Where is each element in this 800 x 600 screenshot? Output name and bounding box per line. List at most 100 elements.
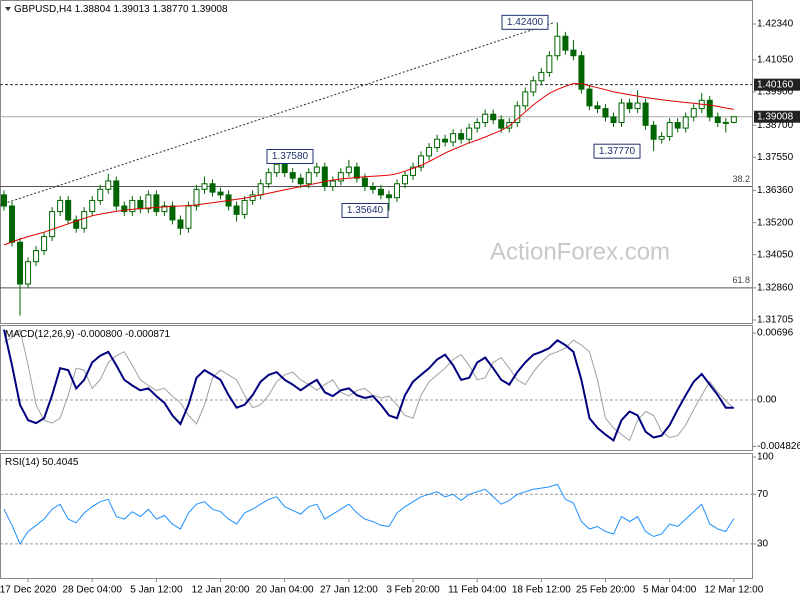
candle-body: [121, 205, 128, 213]
candle-body: [730, 116, 737, 123]
annotation-label: 1.37580: [272, 151, 309, 162]
candle-body: [297, 177, 304, 185]
candle-body: [313, 166, 320, 174]
candle-body: [618, 102, 625, 124]
panel-frame: [0, 453, 753, 579]
candle-body: [682, 116, 689, 129]
panel-header: MACD(12,26,9) -0.000800 -0.000871: [5, 329, 171, 340]
x-tick-label: 5 Jan 12:00: [130, 585, 183, 596]
header-value: 1.38804: [75, 4, 112, 15]
header-value: 1.39013: [114, 4, 151, 15]
candle-body: [385, 194, 392, 199]
candle-body: [434, 138, 441, 149]
candle-body: [666, 122, 673, 137]
candle-body: [658, 135, 665, 140]
indicator-line: [3, 328, 735, 442]
candle-body: [17, 241, 24, 285]
candle-body: [602, 108, 609, 118]
candle-body: [233, 205, 240, 215]
y-tick-label: 1.41050: [757, 55, 794, 66]
candle-body: [466, 127, 473, 140]
candle-body: [722, 121, 729, 124]
price-box: [754, 110, 800, 123]
trendline: [0, 21, 556, 206]
fib-label: 38.2: [732, 174, 750, 184]
candle-body: [393, 183, 400, 199]
annotation-label: 1.37770: [599, 146, 636, 157]
candle-body: [530, 80, 537, 93]
candle-body: [458, 133, 465, 140]
candle-body: [137, 199, 144, 210]
y-tick-label: 1.36360: [757, 185, 794, 196]
candle-body: [281, 163, 288, 174]
candle-body: [369, 186, 376, 190]
candle-body: [145, 194, 152, 210]
x-tick-label: 12 Mar 12:00: [704, 585, 763, 596]
candle-body: [257, 183, 264, 196]
candle-body: [25, 261, 32, 285]
candle-body: [361, 177, 368, 188]
moving-average: [3, 83, 734, 246]
candle-body: [426, 147, 433, 157]
panel-frame: [0, 0, 753, 324]
x-tick-label: 3 Feb 20:00: [386, 585, 440, 596]
candle-body: [81, 211, 88, 229]
x-tick-label: 28 Dec 04:00: [62, 585, 122, 596]
candle-body: [105, 180, 112, 190]
x-tick-label: 18 Feb 12:00: [512, 585, 571, 596]
candle-body: [482, 113, 489, 124]
y-tick-label: 1.39900: [757, 87, 794, 98]
y-tick-label: 1.31705: [757, 315, 794, 326]
candle-body: [65, 199, 72, 221]
candle-body: [113, 180, 120, 207]
panel-header: GBPUSD,H4 1.38804 1.39013 1.38770 1.3900…: [14, 4, 228, 15]
candle-body: [9, 205, 16, 243]
candle-body: [498, 119, 505, 129]
candle-body: [706, 99, 713, 118]
candle-body: [562, 35, 569, 51]
candle-body: [305, 172, 312, 185]
fib-label: 61.8: [732, 275, 750, 285]
x-tick-label: 17 Dec 2020: [0, 585, 57, 596]
candle-body: [161, 205, 168, 213]
indicator-line: [3, 483, 735, 545]
candle-body: [514, 105, 521, 124]
candle-body: [474, 122, 481, 129]
y-tick-label: -0.004826: [757, 441, 800, 452]
y-tick-label: 0.00: [757, 395, 777, 406]
candle-body: [209, 183, 216, 193]
candle-body: [169, 205, 176, 221]
candle-body: [57, 199, 64, 213]
y-tick-label: 70: [757, 489, 769, 500]
indicator-line: [3, 329, 734, 442]
candle-body: [41, 236, 48, 252]
candle-body: [201, 183, 208, 190]
candle-body: [249, 194, 256, 201]
header-value: 1.38770: [152, 4, 189, 15]
annotation-label: 1.35640: [347, 205, 384, 216]
candle-body: [193, 188, 200, 207]
candle-body: [345, 166, 352, 174]
candle-body: [642, 102, 649, 126]
candle-body: [89, 199, 96, 213]
x-tick-label: 5 Mar 04:00: [643, 585, 697, 596]
header-value: 50.4045: [42, 457, 79, 468]
candle-body: [329, 180, 336, 188]
panel-title: MACD(12,26,9): [5, 329, 74, 340]
candle-body: [353, 166, 360, 179]
y-tick-label: 1.37550: [757, 152, 794, 163]
candle-body: [177, 219, 184, 229]
y-tick-label: 1.42340: [757, 19, 794, 30]
candle-body: [217, 191, 224, 196]
annotation-box: [593, 143, 641, 159]
candle-body: [714, 116, 721, 124]
candle-body: [49, 211, 56, 238]
candle-body: [129, 199, 136, 213]
candle-body: [185, 205, 192, 229]
header-value: -0.000871: [125, 329, 170, 340]
candle-body: [97, 188, 104, 201]
candle-body: [538, 71, 545, 82]
x-tick-label: 20 Jan 04:00: [256, 585, 314, 596]
symbol-icon: [5, 7, 11, 11]
